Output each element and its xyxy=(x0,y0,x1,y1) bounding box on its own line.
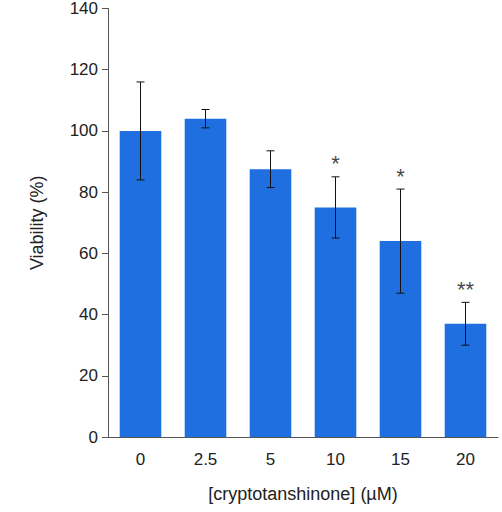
svg-text:*: * xyxy=(396,164,405,189)
svg-text:2.5: 2.5 xyxy=(194,450,218,469)
svg-text:100: 100 xyxy=(70,121,98,140)
svg-text:120: 120 xyxy=(70,60,98,79)
svg-text:20: 20 xyxy=(79,366,98,385)
svg-text:5: 5 xyxy=(266,450,275,469)
svg-text:0: 0 xyxy=(89,428,98,447)
svg-text:0: 0 xyxy=(136,450,145,469)
svg-text:60: 60 xyxy=(79,244,98,263)
svg-text:80: 80 xyxy=(79,183,98,202)
svg-text:10: 10 xyxy=(326,450,345,469)
svg-text:20: 20 xyxy=(456,450,475,469)
svg-text:Viability (%): Viability (%) xyxy=(27,175,47,270)
svg-text:*: * xyxy=(331,151,340,176)
svg-text:40: 40 xyxy=(79,305,98,324)
svg-text:[cryptotanshinone] (µM): [cryptotanshinone] (µM) xyxy=(208,484,397,504)
svg-text:140: 140 xyxy=(70,0,98,18)
svg-text:15: 15 xyxy=(391,450,410,469)
svg-text:**: ** xyxy=(457,277,475,302)
